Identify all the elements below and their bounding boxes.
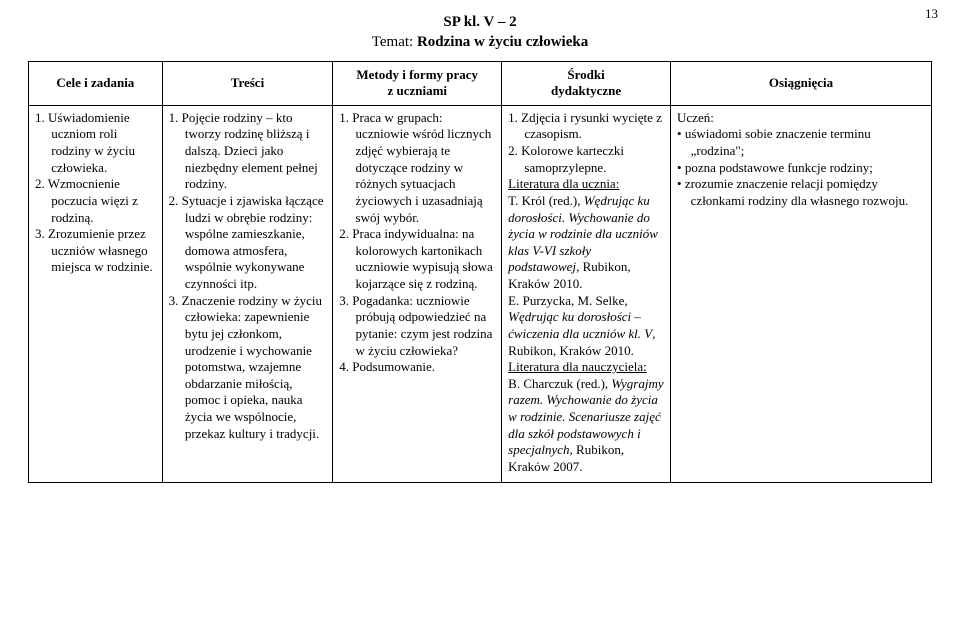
list-item: 1. Uświadomienie uczniom roli rodziny w … bbox=[35, 110, 156, 177]
list-item: 2. Praca indywidualna: na kolorowych kar… bbox=[339, 226, 495, 293]
list-item: 2. Wzmocnienie poczucia więzi z rodziną. bbox=[35, 176, 156, 226]
col-header-metody-l2: z uczniami bbox=[387, 83, 447, 98]
list-item: 2. Kolorowe karteczki samoprzylepne. bbox=[508, 143, 664, 176]
cell-srodki: 1. Zdjęcia i rysunki wycięte z czasopism… bbox=[502, 105, 671, 482]
list-item: 1. Zdjęcia i rysunki wycięte z czasopism… bbox=[508, 110, 664, 143]
col-header-srodki-l1: Środki bbox=[567, 67, 604, 82]
table-body-row: 1. Uświadomienie uczniom roli rodziny w … bbox=[29, 105, 932, 482]
lesson-header: SP kl. V – 2 Temat: Rodzina w życiu czło… bbox=[28, 12, 932, 53]
lit-title: Wędrując ku dorosłości – ćwiczenia dla u… bbox=[508, 309, 652, 341]
list-item: pozna podstawowe funkcje rodziny; bbox=[677, 160, 925, 177]
class-level: SP kl. V – 2 bbox=[28, 12, 932, 32]
lesson-plan-table: Cele i zadania Treści Metody i formy pra… bbox=[28, 61, 932, 483]
cell-metody: 1. Praca w grupach: uczniowie wśród licz… bbox=[333, 105, 502, 482]
col-header-srodki: Środki dydaktyczne bbox=[502, 61, 671, 105]
col-header-cele: Cele i zadania bbox=[29, 61, 163, 105]
cell-cele: 1. Uświadomienie uczniom roli rodziny w … bbox=[29, 105, 163, 482]
lit-author: T. Król (red.), bbox=[508, 193, 584, 208]
col-header-tresci: Treści bbox=[162, 61, 333, 105]
lit-author: B. Charczuk (red.), bbox=[508, 376, 611, 391]
col-header-osiag: Osiągnięcia bbox=[671, 61, 932, 105]
topic-title: Rodzina w życiu człowieka bbox=[417, 34, 588, 50]
col-header-srodki-l2: dydaktyczne bbox=[551, 83, 621, 98]
cell-osiag: Uczeń: uświadomi sobie znaczenie terminu… bbox=[671, 105, 932, 482]
table-header-row: Cele i zadania Treści Metody i formy pra… bbox=[29, 61, 932, 105]
list-item: 3. Znaczenie rodziny w życiu człowieka: … bbox=[169, 293, 327, 443]
col-header-metody: Metody i formy pracy z uczniami bbox=[333, 61, 502, 105]
list-item: 2. Sytuacje i zjawiska łączące ludzi w o… bbox=[169, 193, 327, 293]
lit-teacher-entry: B. Charczuk (red.), Wygrajmy razem. Wych… bbox=[508, 376, 664, 476]
topic-label: Temat: bbox=[372, 34, 417, 50]
col-header-metody-l1: Metody i formy pracy bbox=[356, 67, 478, 82]
list-item: 3. Pogadanka: uczniowie próbują odpowied… bbox=[339, 293, 495, 360]
list-item: 1. Pojęcie rodziny – kto tworzy rodzinę … bbox=[169, 110, 327, 193]
list-item: 3. Zrozumienie przez uczniów własnego mi… bbox=[35, 226, 156, 276]
lit-student-label: Literatura dla ucznia: bbox=[508, 176, 664, 193]
list-item: 1. Praca w grupach: uczniowie wśród licz… bbox=[339, 110, 495, 226]
lit-student-entry: T. Król (red.), Wędrując ku dorosłości. … bbox=[508, 193, 664, 293]
lit-author: E. Purzycka, M. Selke, bbox=[508, 293, 628, 308]
lit-teacher-label: Literatura dla nauczyciela: bbox=[508, 359, 664, 376]
cele-list: 1. Uświadomienie uczniom roli rodziny w … bbox=[35, 110, 156, 276]
lit-student-entry: E. Purzycka, M. Selke, Wędrując ku doros… bbox=[508, 293, 664, 360]
list-item: zrozumie znaczenie relacji pomiędzy czło… bbox=[677, 176, 925, 209]
cell-tresci: 1. Pojęcie rodziny – kto tworzy rodzinę … bbox=[162, 105, 333, 482]
list-item: 4. Podsumowanie. bbox=[339, 359, 495, 376]
osiag-list: uświadomi sobie znaczenie terminu „rodzi… bbox=[677, 126, 925, 209]
list-item: uświadomi sobie znaczenie terminu „rodzi… bbox=[677, 126, 925, 159]
tresci-list: 1. Pojęcie rodziny – kto tworzy rodzinę … bbox=[169, 110, 327, 443]
srodki-list: 1. Zdjęcia i rysunki wycięte z czasopism… bbox=[508, 110, 664, 177]
metody-list: 1. Praca w grupach: uczniowie wśród licz… bbox=[339, 110, 495, 376]
osiag-lead: Uczeń: bbox=[677, 110, 925, 127]
page-number: 13 bbox=[925, 6, 938, 22]
